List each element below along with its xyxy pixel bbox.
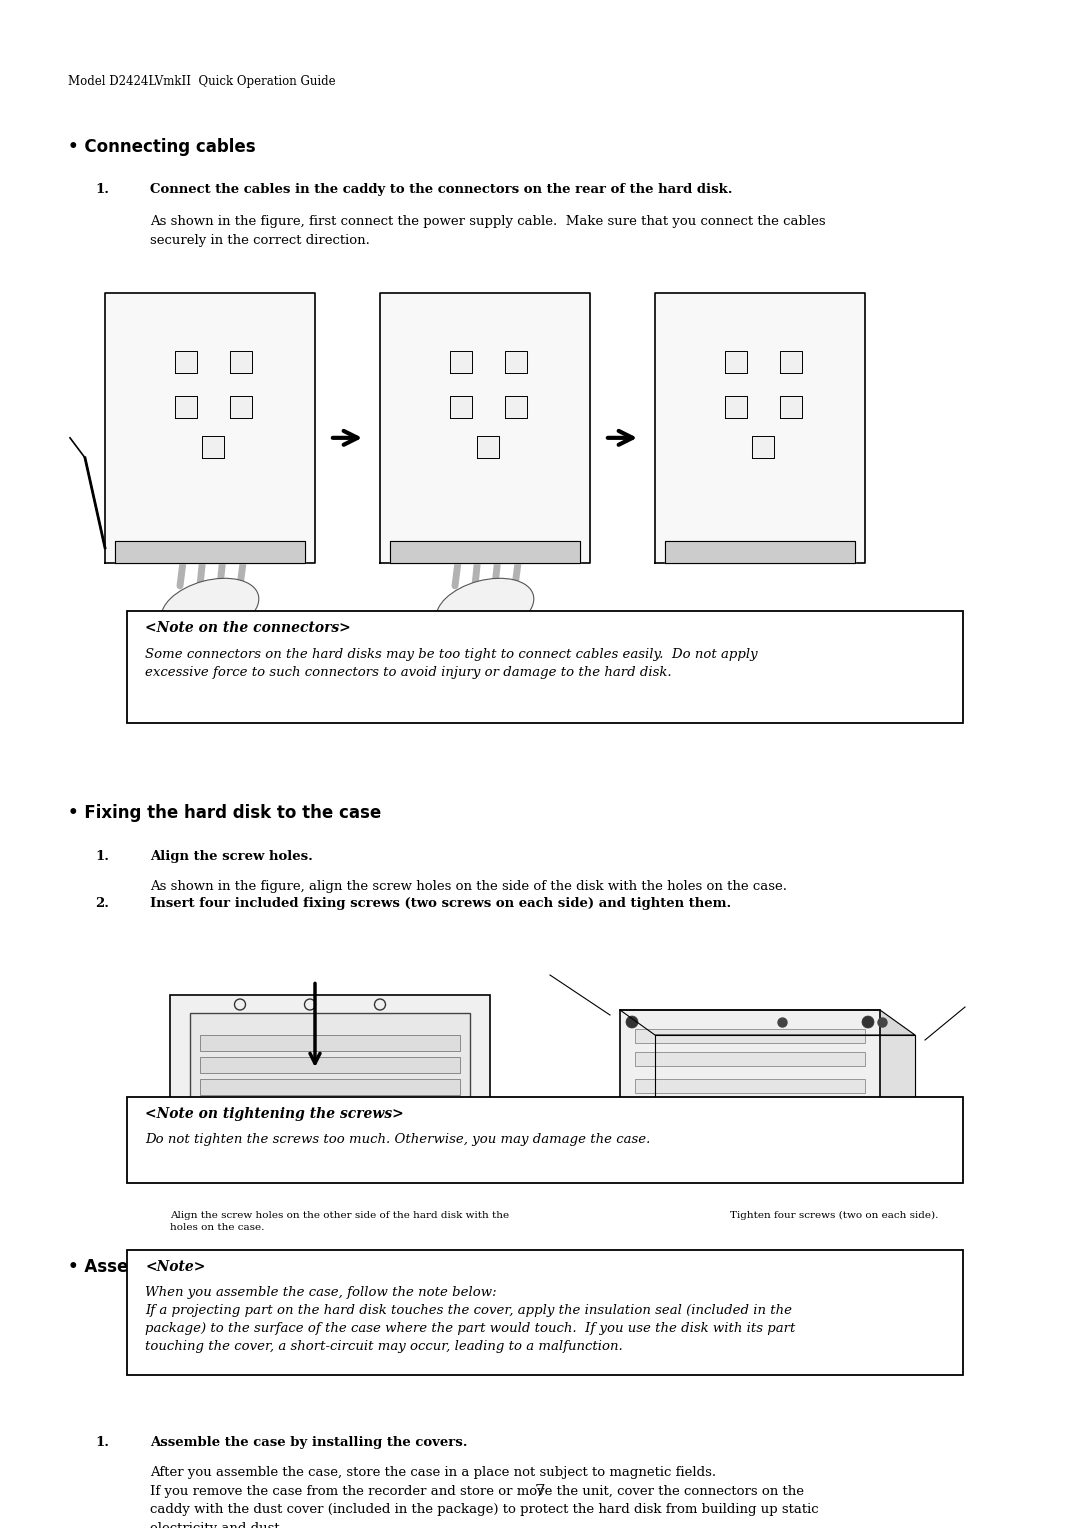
Polygon shape bbox=[780, 351, 802, 373]
Text: Connect the cables in the caddy to the connectors on the rear of the hard disk.: Connect the cables in the caddy to the c… bbox=[150, 183, 732, 197]
Polygon shape bbox=[390, 541, 580, 562]
Polygon shape bbox=[654, 293, 865, 562]
Circle shape bbox=[778, 1018, 787, 1027]
Polygon shape bbox=[780, 396, 802, 417]
Text: When you assemble the case, follow the note below:
If a projecting part on the h: When you assemble the case, follow the n… bbox=[146, 1287, 796, 1352]
Bar bbox=[620, 1010, 880, 1120]
Polygon shape bbox=[725, 396, 747, 417]
Circle shape bbox=[862, 1016, 874, 1028]
Polygon shape bbox=[450, 396, 472, 417]
Bar bbox=[635, 1028, 865, 1044]
Bar bbox=[127, 611, 963, 723]
Text: Tighten four screws (two on each side).: Tighten four screws (two on each side). bbox=[730, 1212, 939, 1221]
Text: 1.: 1. bbox=[95, 850, 109, 863]
Text: Insert four included fixing screws (two screws on each side) and tighten them.: Insert four included fixing screws (two … bbox=[150, 897, 731, 911]
Circle shape bbox=[862, 1102, 874, 1114]
Text: Align the screw holes on the other side of the hard disk with the
holes on the c: Align the screw holes on the other side … bbox=[170, 1212, 509, 1232]
Text: <Note>: <Note> bbox=[146, 1261, 206, 1274]
Text: 7: 7 bbox=[535, 1484, 545, 1500]
Polygon shape bbox=[654, 1034, 915, 1144]
Polygon shape bbox=[114, 541, 305, 562]
Polygon shape bbox=[230, 396, 252, 417]
Text: Model D2424LVmkII  Quick Operation Guide: Model D2424LVmkII Quick Operation Guide bbox=[68, 75, 336, 89]
Polygon shape bbox=[175, 351, 197, 373]
Polygon shape bbox=[620, 1010, 915, 1034]
Bar bbox=[127, 1250, 963, 1375]
Polygon shape bbox=[105, 293, 315, 562]
Bar bbox=[635, 1051, 865, 1067]
Polygon shape bbox=[505, 351, 527, 373]
Text: Assemble the case by installing the covers.: Assemble the case by installing the cove… bbox=[150, 1436, 468, 1450]
Text: 1.: 1. bbox=[95, 183, 109, 197]
Ellipse shape bbox=[161, 578, 259, 637]
Polygon shape bbox=[752, 435, 774, 458]
Text: <Note on tightening the screws>: <Note on tightening the screws> bbox=[146, 1108, 404, 1122]
Polygon shape bbox=[380, 293, 590, 562]
Polygon shape bbox=[202, 435, 224, 458]
Bar bbox=[170, 995, 490, 1135]
Text: • Connecting cables: • Connecting cables bbox=[68, 138, 256, 156]
Text: After you assemble the case, store the case in a place not subject to magnetic f: After you assemble the case, store the c… bbox=[150, 1467, 819, 1528]
Text: Align the screw holes.: Align the screw holes. bbox=[150, 850, 313, 863]
Bar bbox=[200, 1057, 460, 1073]
Bar bbox=[200, 1079, 460, 1096]
Text: • Assembling the case: • Assembling the case bbox=[68, 1258, 278, 1276]
Polygon shape bbox=[725, 351, 747, 373]
Bar bbox=[200, 1034, 460, 1051]
Text: <Note on the connectors>: <Note on the connectors> bbox=[146, 622, 351, 636]
Circle shape bbox=[626, 1016, 638, 1028]
Text: 2.: 2. bbox=[95, 897, 109, 911]
Polygon shape bbox=[477, 435, 499, 458]
Polygon shape bbox=[175, 396, 197, 417]
Bar bbox=[635, 1079, 865, 1093]
Bar bbox=[127, 1097, 963, 1183]
Bar bbox=[190, 1013, 470, 1117]
Text: 1.: 1. bbox=[95, 1436, 109, 1450]
Circle shape bbox=[878, 1018, 887, 1027]
Polygon shape bbox=[450, 351, 472, 373]
Text: As shown in the figure, first connect the power supply cable.  Make sure that yo: As shown in the figure, first connect th… bbox=[150, 215, 825, 248]
Ellipse shape bbox=[436, 578, 534, 637]
Polygon shape bbox=[505, 396, 527, 417]
Circle shape bbox=[626, 1102, 638, 1114]
Text: As shown in the figure, align the screw holes on the side of the disk with the h: As shown in the figure, align the screw … bbox=[150, 880, 787, 892]
Text: • Fixing the hard disk to the case: • Fixing the hard disk to the case bbox=[68, 804, 381, 822]
Polygon shape bbox=[665, 541, 855, 562]
Text: Some connectors on the hard disks may be too tight to connect cables easily.  Do: Some connectors on the hard disks may be… bbox=[146, 648, 758, 680]
Text: Do not tighten the screws too much. Otherwise, you may damage the case.: Do not tighten the screws too much. Othe… bbox=[146, 1134, 651, 1146]
Polygon shape bbox=[230, 351, 252, 373]
